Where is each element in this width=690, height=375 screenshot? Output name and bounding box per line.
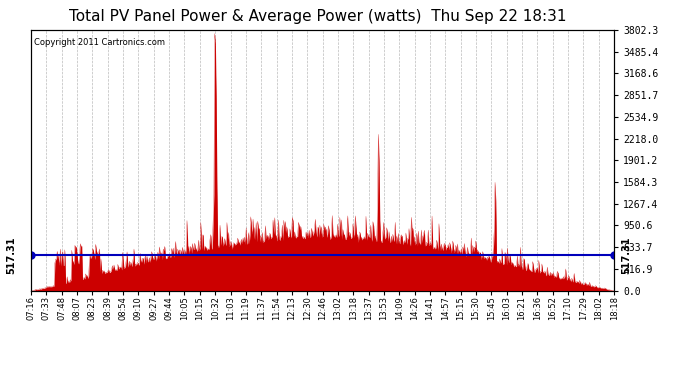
Text: 517.31: 517.31 [621, 236, 631, 274]
Text: Total PV Panel Power & Average Power (watts)  Thu Sep 22 18:31: Total PV Panel Power & Average Power (wa… [68, 9, 566, 24]
Text: 517.31: 517.31 [6, 236, 17, 274]
Text: Copyright 2011 Cartronics.com: Copyright 2011 Cartronics.com [34, 38, 165, 47]
